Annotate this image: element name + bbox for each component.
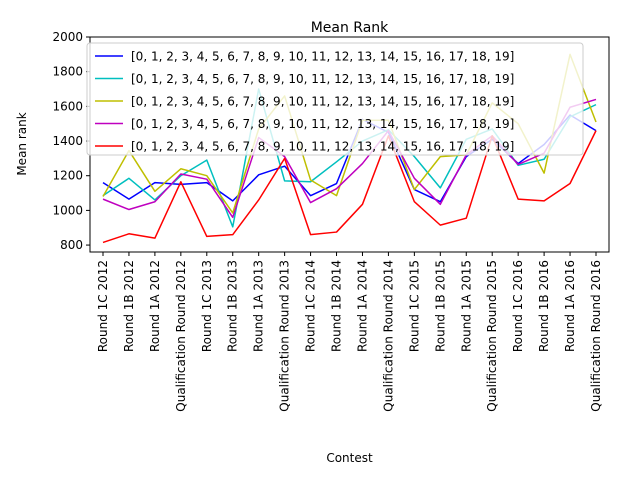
x-tick-label: Round 1C 2015 (407, 260, 421, 352)
chart-title: Mean Rank (311, 20, 389, 36)
x-tick-label: Round 1B 2014 (330, 260, 344, 352)
x-tick-label: Qualification Round 2014 (381, 260, 395, 412)
y-axis-label: Mean rank (15, 112, 29, 175)
x-tick-label: Qualification Round 2012 (174, 260, 188, 412)
legend-label: [0, 1, 2, 3, 4, 5, 6, 7, 8, 9, 10, 11, 1… (131, 50, 514, 64)
legend-label: [0, 1, 2, 3, 4, 5, 6, 7, 8, 9, 10, 11, 1… (131, 95, 514, 109)
x-tick-label: Round 1C 2013 (200, 260, 214, 352)
legend-label: [0, 1, 2, 3, 4, 5, 6, 7, 8, 9, 10, 11, 1… (131, 140, 514, 154)
x-tick-label: Round 1C 2016 (511, 260, 525, 352)
x-tick-label: Round 1A 2015 (459, 260, 473, 352)
y-tick-label: 2000 (52, 30, 83, 44)
legend-box (86, 42, 584, 156)
legend-label: [0, 1, 2, 3, 4, 5, 6, 7, 8, 9, 10, 11, 1… (131, 117, 514, 131)
series-line-4 (102, 98, 597, 219)
legend-label: [0, 1, 2, 3, 4, 5, 6, 7, 8, 9, 10, 11, 1… (131, 72, 514, 86)
x-tick-label: Round 1B 2012 (122, 260, 136, 352)
x-tick-label: Round 1B 2016 (537, 260, 551, 352)
x-tick-label: Round 1C 2012 (96, 260, 110, 352)
x-tick-label: Qualification Round 2016 (589, 260, 603, 412)
x-axis-label: Contest (326, 451, 373, 465)
x-tick-label: Round 1A 2014 (355, 260, 369, 352)
y-tick-label: 800 (60, 238, 83, 252)
x-tick-label: Round 1A 2016 (563, 260, 577, 352)
y-tick-label: 1400 (52, 134, 83, 148)
y-tick-label: 1600 (52, 99, 83, 113)
y-tick-label: 1000 (52, 203, 83, 217)
x-tick-label: Round 1C 2014 (304, 260, 318, 352)
y-tick-label: 1200 (52, 169, 83, 183)
x-tick-label: Qualification Round 2013 (278, 260, 292, 412)
x-tick-label: Round 1B 2013 (226, 260, 240, 352)
legend: [0, 1, 2, 3, 4, 5, 6, 7, 8, 9, 10, 11, 1… (86, 42, 584, 156)
x-tick-label: Round 1A 2013 (252, 260, 266, 352)
x-tick-label: Qualification Round 2015 (485, 260, 499, 412)
x-tick-label: Round 1B 2015 (433, 260, 447, 352)
x-tick-label: Round 1A 2012 (148, 260, 162, 352)
series-line-5 (102, 130, 597, 244)
y-tick-label: 1800 (52, 65, 83, 79)
x-axis: Round 1C 2012 Round 1B 2012 Round 1A 2012 Q… (96, 252, 603, 412)
